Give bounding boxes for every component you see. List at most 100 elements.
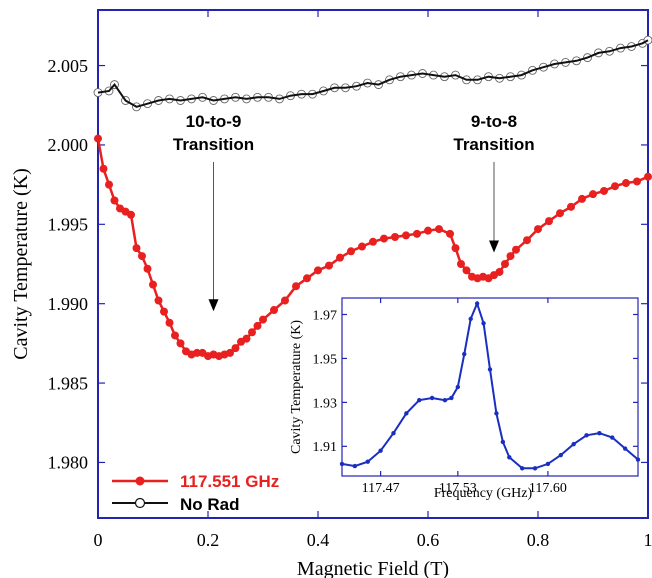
annotation-10-to-9-line1: 10-to-9 [186,112,242,131]
inset-series-point [500,439,506,445]
red-series-point [369,237,377,246]
red-series-point [501,260,509,268]
inset-series-point [597,430,602,436]
red-series-point [226,348,234,357]
inset-series-point [487,367,493,372]
inset-y-tick-label: 1.97 [313,308,338,323]
red-series-point [303,274,311,283]
inset-series-point [622,446,628,451]
red-series-point [242,334,251,343]
inset-series-point [468,316,473,322]
red-series-point [99,164,108,173]
inset-y-tick-label: 1.95 [313,352,338,367]
red-series-point [253,321,262,330]
inset-y-axis-label: Cavity Temperature (K) [289,320,304,454]
red-series-point [176,339,185,348]
inset-x-tick-label: 117.53 [439,481,477,496]
main-x-tick-label: 0 [94,530,103,550]
red-series-point [633,177,641,186]
main-y-tick-labels: 1.980 1.985 1.990 1.995 2.000 2.005 [48,56,89,473]
red-series-point [110,196,119,205]
annotation-9-to-8-line1: 9-to-8 [471,112,517,131]
red-series-point [402,231,410,240]
red-series-point [160,307,168,316]
red-series-point [534,225,542,234]
inset-x-tick-label: 117.60 [529,481,567,496]
legend-label-117551: 117.551 GHz [180,472,279,491]
main-y-tick-label: 1.985 [48,373,89,393]
legend-marker-black [134,497,146,509]
main-y-tick-label: 1.980 [48,453,89,473]
red-series-point [622,179,630,188]
inset-series-point [635,457,641,462]
inset-series-point [404,411,409,416]
inset-plot-frame [341,297,639,477]
inset-series-point [532,466,538,471]
inset-series-point [545,461,551,467]
main-x-tick-labels: 0 0.2 0.4 0.6 0.8 1 [94,530,652,550]
red-series-point [446,229,454,238]
red-series-point [644,172,652,181]
inset-series-point [519,466,525,471]
red-series-point [325,261,333,270]
inset-series-point [455,384,461,390]
red-series-point [578,194,586,203]
red-series-point [506,252,515,261]
red-series-point [358,242,366,251]
no-rad-point [643,35,652,45]
main-legend: 117.551 GHz No Rad [112,472,279,514]
red-series-point [462,266,471,275]
inset-y-tick-labels: 1.91 1.93 1.95 1.97 [313,308,338,455]
main-y-tick-label: 2.005 [48,56,89,76]
main-x-tick-label: 1 [644,530,652,550]
red-series-point [413,229,421,238]
red-series-point [347,247,355,256]
inset-series [339,300,641,471]
inset-tick-marks [342,298,638,476]
red-series-point [380,234,388,243]
red-series-point [523,236,531,245]
main-y-tick-label: 2.000 [48,135,89,155]
inset-series-point [378,448,383,453]
no-rad-line [97,39,649,108]
main-x-axis-label: Magnetic Field (T) [297,558,449,578]
red-series-point [391,233,399,242]
main-y-axis-label: Cavity Temperature (K) [10,168,32,360]
red-series-point [127,210,135,219]
red-series-point [512,245,520,254]
red-series-point [105,180,113,189]
annotation-10-to-9-line2: Transition [173,135,254,154]
inset-series-point [442,397,448,403]
red-series-point [94,134,102,143]
main-x-tick-label: 0.2 [197,530,220,550]
inset-series-point [365,459,370,464]
annotation-10-to-9-arrow-head [208,299,219,312]
main-x-tick-label: 0.8 [527,530,550,550]
inset-series-point [584,433,589,438]
red-series-point [336,253,344,262]
inset-y-tick-label: 1.93 [313,396,338,411]
inset-x-axis-label: Frequency (GHz) [434,486,533,501]
inset-x-tick-label: 117.47 [362,481,400,496]
inset-series-point [449,395,454,401]
red-series-point [231,344,240,353]
red-series-point [281,296,289,305]
main-y-tick-label: 1.995 [48,215,89,235]
red-series-point [292,282,300,291]
transition-annotations: 10-to-9 Transition 9-to-8 Transition [173,112,535,312]
inset-series-point [610,435,615,440]
red-series-point [589,190,597,199]
red-series-point [154,296,163,305]
main-x-tick-label: 0.4 [307,530,330,550]
red-series-point [259,315,267,324]
inset-x-tick-labels: 117.47 117.53 117.60 [362,481,567,496]
inset-series-point [481,321,486,326]
inset-series-point [417,397,422,403]
inset-series-point [352,463,358,469]
inset-y-tick-label: 1.91 [313,440,338,455]
inset-series-point [391,430,396,436]
red-series-point [495,267,504,276]
inset-series-point [558,452,563,458]
red-series-point [314,266,322,275]
